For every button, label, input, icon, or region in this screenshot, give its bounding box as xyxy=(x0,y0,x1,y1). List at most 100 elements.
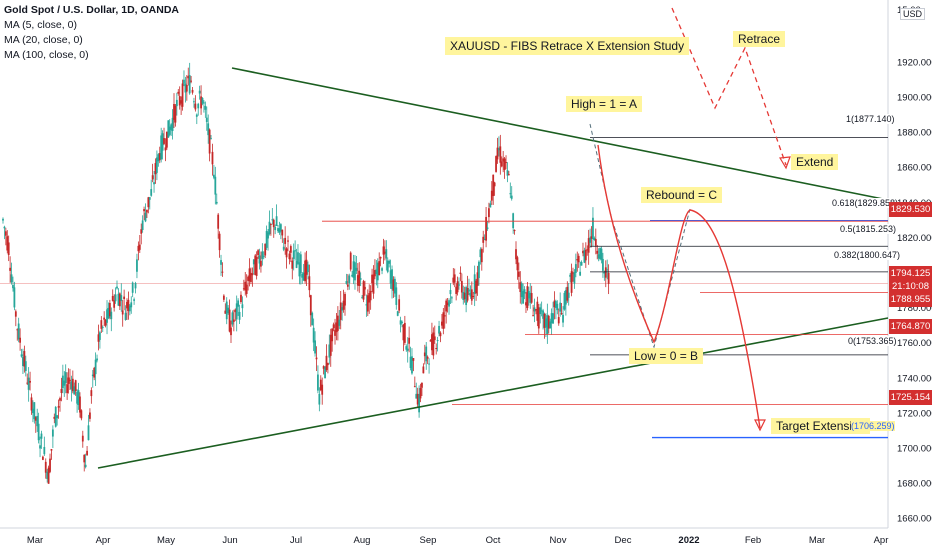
candle-body xyxy=(402,324,405,341)
candle-body xyxy=(150,189,153,196)
candle-body xyxy=(167,120,170,138)
candle-body xyxy=(415,393,418,399)
price-tag-1829: 1829.530 xyxy=(889,202,932,217)
candle-body xyxy=(64,372,67,384)
candle-body xyxy=(452,277,455,283)
candle-body xyxy=(61,375,64,389)
candle-body xyxy=(413,386,416,388)
price-tag-1764: 1764.870 xyxy=(889,319,932,334)
candle-body xyxy=(195,114,198,117)
fib-618-label: 0.618(1829.858) xyxy=(832,198,899,208)
candle-body xyxy=(128,305,131,312)
candle-body xyxy=(366,295,369,312)
candle-body xyxy=(317,374,319,391)
candle-body xyxy=(550,313,553,324)
candle-body xyxy=(309,295,312,316)
candle-body xyxy=(382,246,385,255)
candle-body xyxy=(308,276,311,291)
candle-body xyxy=(252,259,255,265)
candle-body xyxy=(570,271,573,293)
candle-body xyxy=(393,278,396,294)
candle-body xyxy=(218,233,221,251)
y-tick-label: 1720.000 xyxy=(897,408,932,419)
candle-body xyxy=(291,260,294,269)
candle-body xyxy=(151,175,154,180)
candle-body xyxy=(237,300,240,307)
candle-body xyxy=(19,337,21,343)
candle-body xyxy=(114,294,117,302)
candle-body xyxy=(242,288,245,290)
candle-body xyxy=(76,391,78,404)
candle-body xyxy=(358,270,361,286)
candle-body xyxy=(307,264,309,273)
candle-body xyxy=(165,131,168,148)
candle-body xyxy=(170,124,173,130)
candle-body xyxy=(403,322,406,343)
candle-body xyxy=(77,390,80,406)
candle-body xyxy=(208,129,211,154)
candle-body xyxy=(411,356,413,374)
candle-body xyxy=(203,102,205,104)
candle-body xyxy=(285,248,288,258)
candle-body xyxy=(324,367,326,379)
candle-body xyxy=(396,311,399,316)
candle-body xyxy=(431,334,433,351)
candle-body xyxy=(388,260,391,264)
candle-body xyxy=(205,117,208,122)
candle-body xyxy=(185,85,188,92)
candle-body xyxy=(113,300,116,308)
candle-body xyxy=(83,454,86,463)
candle-body xyxy=(503,158,506,170)
fib-0-label: 0(1753.365) xyxy=(848,336,897,346)
ma5-label: MA (5, close, 0) xyxy=(4,19,77,31)
chart-legend: Gold Spot / U.S. Dollar, 1D, OANDA MA (5… xyxy=(4,3,179,63)
candle-body xyxy=(599,248,601,260)
candle-body xyxy=(265,230,268,248)
candle-body xyxy=(359,278,362,280)
x-tick-label: Nov xyxy=(550,535,567,546)
candle-body xyxy=(257,250,259,256)
candle-body xyxy=(335,322,338,333)
candle-body xyxy=(441,321,443,326)
candle-body xyxy=(89,412,91,419)
candle-body xyxy=(312,327,315,343)
candle-body xyxy=(500,161,503,167)
currency-badge[interactable]: USD xyxy=(899,8,925,20)
candle-body xyxy=(225,301,228,320)
candle-body xyxy=(540,310,543,312)
extend-annotation: Extend xyxy=(791,154,839,170)
candle-body xyxy=(17,323,20,340)
candle-body xyxy=(164,147,167,151)
candle-body xyxy=(600,248,603,260)
candle-body xyxy=(154,163,157,175)
candle-body xyxy=(338,319,341,326)
candle-body xyxy=(294,250,297,252)
candle-body xyxy=(386,260,389,272)
candle-body xyxy=(416,393,419,405)
candle-body xyxy=(73,386,76,395)
candle-body xyxy=(436,340,439,342)
candle-body xyxy=(470,289,473,301)
candle-body xyxy=(495,156,497,172)
candle-body xyxy=(547,315,550,329)
candle-body xyxy=(562,314,564,323)
retrace-extend-path xyxy=(671,7,787,166)
candle-body xyxy=(507,174,510,176)
candle-body xyxy=(130,302,133,308)
candle-body xyxy=(23,351,26,367)
candle-body xyxy=(297,252,299,264)
candle-body xyxy=(542,310,544,319)
projection-curve xyxy=(597,144,761,429)
candle-body xyxy=(163,138,165,144)
y-tick-label: 1780.000 xyxy=(897,303,932,314)
candle-body xyxy=(228,309,231,332)
fib-5-label: 0.5(1815.253) xyxy=(840,224,897,234)
candle-body xyxy=(261,251,264,259)
candle-body xyxy=(579,271,582,276)
candle-body xyxy=(298,262,301,277)
candle-body xyxy=(24,361,27,372)
candle-body xyxy=(466,287,469,301)
candle-body xyxy=(567,292,570,298)
countdown-tag: 21:10:08 xyxy=(889,279,932,294)
